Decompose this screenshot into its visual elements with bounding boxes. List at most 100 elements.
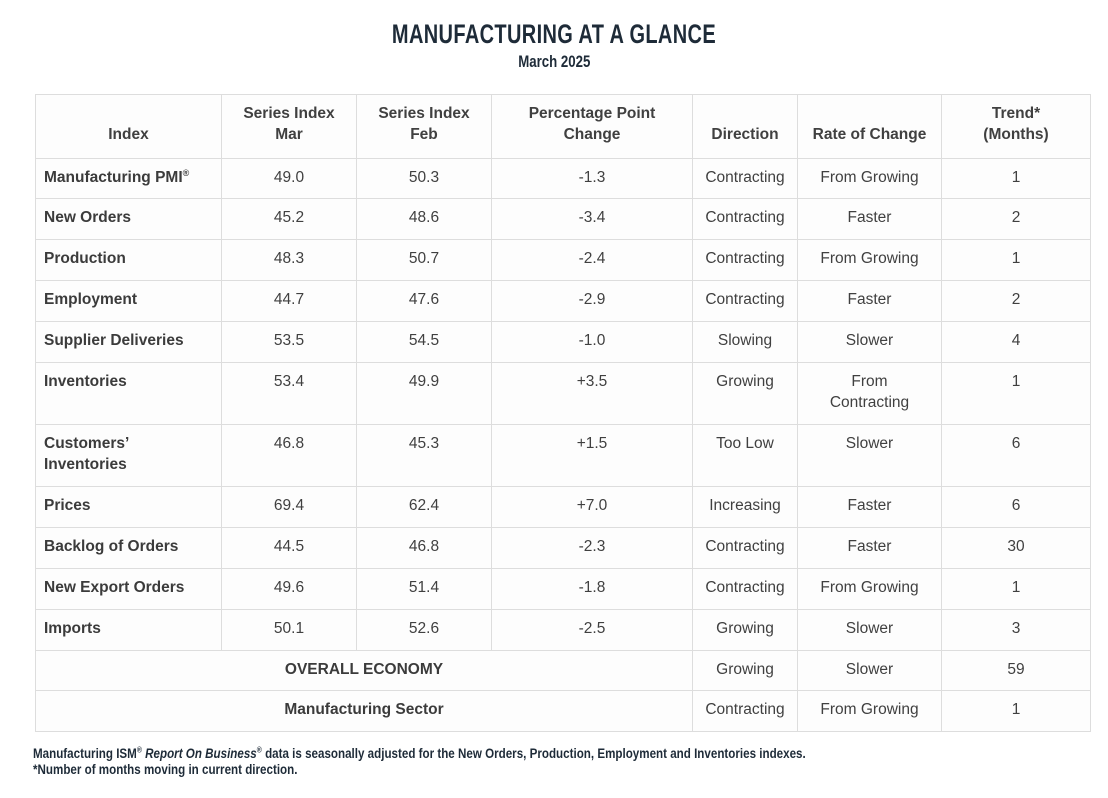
footnotes: Manufacturing ISM® Report On Business® d… (33, 746, 1108, 778)
cell-series-index-mar: 44.7 (221, 280, 357, 323)
cell-index-label: Employment (35, 280, 222, 323)
cell-trend-months: 6 (941, 423, 1091, 487)
cell-series-index-mar: 69.4 (221, 485, 357, 528)
cell-direction: Contracting (692, 567, 798, 610)
registered-mark-icon: ® (136, 745, 142, 755)
header-row: Index Series Index Mar Series Index Feb Per… (35, 93, 1091, 159)
cell-series-index-feb: 45.3 (356, 423, 492, 487)
report-header: MANUFACTURING AT A GLANCE March 2025 (0, 0, 1108, 72)
cell-rate-of-change: Faster (797, 198, 942, 241)
cell-series-index-mar: 44.5 (221, 526, 357, 569)
cell-rate-of-change: Slower (797, 423, 942, 487)
cell-percentage-point-change: -1.8 (491, 567, 693, 610)
cell-index-label: Backlog of Orders (35, 526, 222, 569)
cell-direction: Growing (692, 649, 798, 692)
cell-series-index-feb: 50.3 (356, 157, 492, 200)
cell-series-index-mar: 50.1 (221, 608, 357, 651)
cell-direction: Increasing (692, 485, 798, 528)
cell-rate-of-change: From Growing (797, 567, 942, 610)
table-row: New Orders 45.2 48.6 -3.4 Contracting Faster 2 (35, 198, 1091, 241)
cell-percentage-point-change: -1.3 (491, 157, 693, 200)
cell-direction: Contracting (692, 690, 798, 733)
cell-series-index-feb: 48.6 (356, 198, 492, 241)
cell-trend-months: 4 (941, 321, 1091, 364)
table-header: Index Series Index Mar Series Index Feb Per… (35, 93, 1091, 159)
cell-percentage-point-change: +3.5 (491, 362, 693, 425)
cell-index-label: Customers’ Inventories (35, 423, 222, 487)
cell-trend-months: 1 (941, 567, 1091, 610)
cell-index-label: Inventories (35, 362, 222, 425)
cell-percentage-point-change: -2.3 (491, 526, 693, 569)
cell-percentage-point-change: -2.5 (491, 608, 693, 651)
table-row: Backlog of Orders 44.5 46.8 -2.3 Contracting… (35, 526, 1091, 569)
table-row: Employment 44.7 47.6 -2.9 Contracting Faster 2 (35, 280, 1091, 323)
table-row: Manufacturing PMI® 49.0 50.3 -1.3 Contractin… (35, 157, 1091, 200)
table-row: Prices 69.4 62.4 +7.0 Increasing Faster 6 (35, 485, 1091, 528)
manufacturing-glance-table: Index Series Index Mar Series Index Feb Per… (35, 93, 1091, 733)
registered-mark-icon: ® (182, 167, 190, 178)
cell-series-index-feb: 51.4 (356, 567, 492, 610)
cell-index-label: Manufacturing PMI® (35, 157, 222, 200)
cell-index-label: Supplier Deliveries (35, 321, 222, 364)
cell-series-index-mar: 48.3 (221, 239, 357, 282)
summary-row: OVERALL ECONOMY Growing Slower 59 (35, 649, 1091, 692)
cell-percentage-point-change: -2.9 (491, 280, 693, 323)
cell-series-index-mar: 49.6 (221, 567, 357, 610)
cell-trend-months: 6 (941, 485, 1091, 528)
cell-rate-of-change: From Growing (797, 157, 942, 200)
cell-rate-of-change: Faster (797, 280, 942, 323)
cell-index-label: Imports (35, 608, 222, 651)
cell-direction: Too Low (692, 423, 798, 487)
summary-row-label: Manufacturing Sector (35, 690, 693, 733)
cell-direction: Slowing (692, 321, 798, 364)
cell-trend-months: 1 (941, 157, 1091, 200)
cell-rate-of-change: Faster (797, 526, 942, 569)
column-header-series-index-feb: Series Index Feb (356, 93, 492, 159)
cell-trend-months: 30 (941, 526, 1091, 569)
cell-percentage-point-change: +7.0 (491, 485, 693, 528)
column-header-percentage-point-change: Percentage Point Change (491, 93, 693, 159)
cell-series-index-mar: 49.0 (221, 157, 357, 200)
cell-percentage-point-change: -3.4 (491, 198, 693, 241)
table-row: Inventories 53.4 49.9 +3.5 Growing From Contr… (35, 362, 1091, 425)
table-row: Supplier Deliveries 53.5 54.5 -1.0 Slowing Sl… (35, 321, 1091, 364)
cell-direction: Contracting (692, 280, 798, 323)
footnote-line-1: Manufacturing ISM® Report On Business® d… (33, 745, 806, 762)
cell-percentage-point-change: +1.5 (491, 423, 693, 487)
cell-series-index-mar: 46.8 (221, 423, 357, 487)
cell-rate-of-change: Faster (797, 485, 942, 528)
page-title: MANUFACTURING AT A GLANCE (391, 19, 717, 49)
column-header-trend-months: Trend* (Months) (941, 93, 1091, 159)
cell-rate-of-change: Slower (797, 649, 942, 692)
cell-rate-of-change: From Contracting (797, 362, 942, 425)
summary-row-label: OVERALL ECONOMY (35, 649, 693, 692)
cell-series-index-feb: 62.4 (356, 485, 492, 528)
summary-row: Manufacturing Sector Contracting From Grow… (35, 690, 1091, 733)
cell-percentage-point-change: -2.4 (491, 239, 693, 282)
cell-trend-months: 1 (941, 690, 1091, 733)
cell-rate-of-change: Slower (797, 321, 942, 364)
column-header-rate-of-change: Rate of Change (797, 93, 942, 159)
cell-direction: Growing (692, 362, 798, 425)
cell-index-label: New Orders (35, 198, 222, 241)
cell-trend-months: 1 (941, 362, 1091, 425)
cell-percentage-point-change: -1.0 (491, 321, 693, 364)
cell-series-index-feb: 47.6 (356, 280, 492, 323)
table-row: New Export Orders 49.6 51.4 -1.8 Contracting… (35, 567, 1091, 610)
table-row: Imports 50.1 52.6 -2.5 Growing Slower 3 (35, 608, 1091, 651)
cell-trend-months: 2 (941, 280, 1091, 323)
cell-trend-months: 2 (941, 198, 1091, 241)
table-row: Production 48.3 50.7 -2.4 Contracting From Gr… (35, 239, 1091, 282)
cell-direction: Contracting (692, 198, 798, 241)
page-subtitle: March 2025 (517, 51, 591, 71)
table-body: Manufacturing PMI® 49.0 50.3 -1.3 Contractin… (35, 157, 1091, 733)
column-header-series-index-mar: Series Index Mar (221, 93, 357, 159)
cell-series-index-feb: 46.8 (356, 526, 492, 569)
cell-index-label: Production (35, 239, 222, 282)
cell-index-label: Prices (35, 485, 222, 528)
cell-series-index-mar: 53.5 (221, 321, 357, 364)
cell-direction: Growing (692, 608, 798, 651)
footnote-line-2: *Number of months moving in current dire… (33, 762, 298, 778)
cell-series-index-feb: 52.6 (356, 608, 492, 651)
column-header-direction: Direction (692, 93, 798, 159)
